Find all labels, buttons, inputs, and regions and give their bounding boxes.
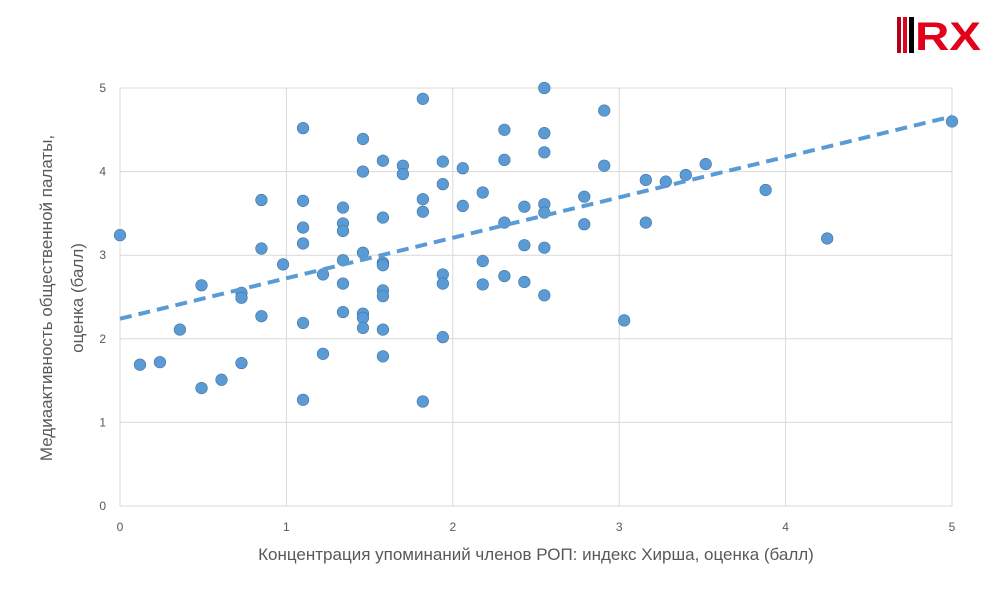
data-point	[598, 104, 611, 117]
data-point	[215, 373, 228, 386]
data-point	[356, 321, 370, 335]
x-axis-label: Концентрация упоминаний членов РОП: инде…	[258, 545, 814, 564]
trendline	[119, 114, 953, 321]
data-point	[336, 201, 350, 214]
data-point	[498, 270, 511, 283]
x-tick-label: 1	[283, 520, 290, 534]
data-point	[436, 155, 449, 168]
trendline-layer	[119, 114, 953, 321]
data-point	[456, 162, 469, 175]
data-point	[296, 221, 310, 234]
data-point	[296, 122, 310, 135]
x-tick-label: 2	[449, 520, 456, 534]
data-point	[518, 275, 531, 289]
data-point	[113, 229, 127, 242]
data-point	[476, 278, 489, 291]
data-point	[436, 331, 449, 344]
data-point	[376, 154, 390, 167]
data-point	[679, 168, 692, 182]
logo-bar	[903, 17, 907, 53]
data-point	[396, 168, 409, 181]
data-point	[538, 127, 551, 140]
data-point	[578, 190, 591, 203]
data-point	[699, 157, 712, 171]
data-point	[376, 259, 390, 272]
data-point	[538, 146, 551, 159]
x-tick-label: 0	[117, 520, 124, 534]
data-point	[376, 323, 390, 336]
data-point	[336, 224, 350, 238]
data-point	[598, 159, 611, 172]
data-point	[538, 241, 551, 254]
y-tick-label: 4	[99, 165, 106, 179]
data-point	[759, 183, 772, 197]
data-point	[133, 358, 147, 371]
x-axis-ticks: 0 1 2 3 4 5	[117, 520, 956, 534]
data-point	[538, 81, 551, 95]
data-point	[296, 237, 310, 250]
x-tick-label: 5	[949, 520, 956, 534]
data-point	[296, 194, 310, 207]
data-point	[436, 277, 449, 290]
data-point	[316, 347, 330, 360]
data-point	[356, 132, 370, 146]
data-point	[945, 115, 959, 128]
data-point	[476, 254, 489, 268]
logo-bar-black	[909, 17, 914, 53]
data-point	[376, 350, 390, 363]
data-point	[538, 289, 551, 302]
data-point	[578, 218, 591, 231]
data-point	[416, 193, 429, 206]
rx-logo: RX	[897, 17, 981, 53]
data-point	[498, 123, 511, 136]
y-axis-label-line-2: оценка (балл)	[68, 243, 87, 353]
y-tick-label: 1	[99, 415, 106, 429]
data-point	[436, 178, 449, 191]
data-point	[639, 173, 652, 187]
data-point	[173, 323, 187, 336]
data-point	[276, 258, 290, 271]
data-point	[618, 314, 631, 327]
data-point	[476, 186, 489, 199]
y-axis-label-line-1: Медиаактивность общественной палаты,	[37, 135, 56, 461]
data-point	[456, 199, 469, 212]
data-point	[255, 193, 268, 207]
data-point	[336, 277, 350, 290]
data-point	[235, 291, 248, 304]
data-point	[195, 382, 208, 395]
data-point	[296, 393, 310, 406]
data-point	[195, 279, 208, 292]
data-point	[518, 239, 531, 252]
data-point	[255, 310, 268, 323]
y-axis-ticks: 0 1 2 3 4 5	[99, 81, 106, 513]
data-point	[235, 356, 248, 370]
data-point	[639, 216, 652, 229]
logo-text: RX	[915, 17, 981, 53]
data-point	[153, 356, 167, 369]
data-point	[376, 290, 390, 303]
data-points	[113, 81, 959, 408]
data-point	[296, 316, 310, 330]
y-tick-label: 2	[99, 332, 106, 346]
x-tick-label: 3	[616, 520, 623, 534]
logo-bar-dark	[897, 17, 901, 53]
data-point	[416, 92, 429, 105]
data-point	[416, 395, 429, 408]
data-point	[498, 153, 511, 166]
x-tick-label: 4	[782, 520, 789, 534]
y-axis-label: Медиаактивность общественной палаты, оце…	[37, 135, 87, 461]
data-point	[255, 242, 268, 255]
y-tick-label: 3	[99, 248, 106, 262]
y-tick-label: 5	[99, 81, 106, 95]
data-point	[416, 205, 429, 218]
data-point	[821, 232, 834, 245]
data-point	[518, 200, 531, 213]
data-point	[356, 165, 370, 178]
y-tick-label: 0	[99, 499, 106, 513]
data-point	[336, 305, 350, 319]
data-point	[376, 211, 390, 224]
